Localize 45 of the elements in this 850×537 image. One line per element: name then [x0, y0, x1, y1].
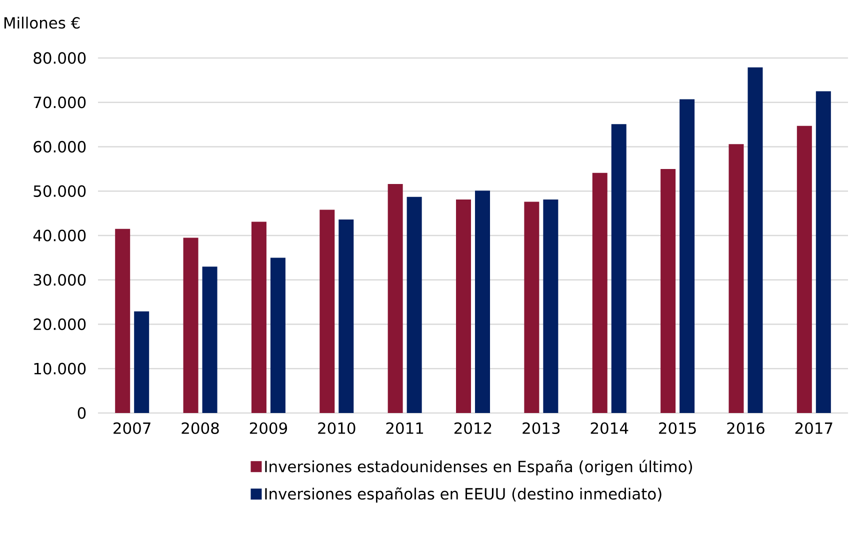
bar: [660, 168, 676, 413]
x-tick-label: 2014: [590, 422, 628, 434]
y-tick-label: 60.000: [34, 140, 86, 153]
bar: [320, 210, 335, 413]
y-tick-label: 30.000: [34, 274, 86, 286]
bar: [680, 99, 695, 413]
x-tick-label: 2011: [386, 422, 424, 434]
bar: [406, 196, 422, 413]
x-tick-label: 2012: [454, 422, 492, 434]
y-tick-label: 80.000: [34, 52, 86, 64]
x-tick-label: 2015: [659, 422, 696, 434]
bar: [524, 202, 540, 413]
bar: [456, 200, 472, 413]
x-tick-label: 2017: [795, 422, 832, 434]
bar: [134, 311, 150, 413]
y-tick-label: 70.000: [34, 96, 86, 108]
bar: [388, 184, 403, 413]
bar: [475, 190, 490, 413]
y-tick-label: 40.000: [33, 230, 86, 242]
bar: [611, 124, 626, 413]
x-tick-label: 2009: [250, 422, 288, 434]
bar: [270, 258, 286, 413]
x-tick-label: 2008: [182, 422, 219, 434]
x-tick-label: 2007: [114, 422, 150, 434]
bar: [592, 172, 608, 413]
y-tick-label: 20.000: [34, 318, 86, 330]
legend-label: Inversiones españolas en EEUU (destino inmediato): [265, 487, 662, 503]
bar: [183, 238, 198, 413]
bar: [796, 126, 812, 413]
bar: [816, 91, 831, 413]
bar: [543, 200, 558, 413]
y-tick-label: 50.000: [34, 185, 86, 197]
bar: [115, 228, 130, 413]
bar: [202, 266, 218, 413]
x-tick-label: 2010: [318, 422, 356, 434]
bar: [748, 67, 763, 413]
bar: [338, 220, 354, 413]
bar: [728, 144, 744, 413]
x-tick-label: 2013: [522, 422, 560, 434]
x-tick-label: 2016: [727, 422, 764, 434]
y-tick-label: 0: [78, 407, 86, 419]
y-tick-label: 10.000: [34, 362, 86, 374]
legend-label: Inversiones estadounidenses en España (origen último): [265, 460, 692, 476]
bar: [251, 222, 266, 413]
y-axis-title: Millones €: [4, 16, 80, 29]
